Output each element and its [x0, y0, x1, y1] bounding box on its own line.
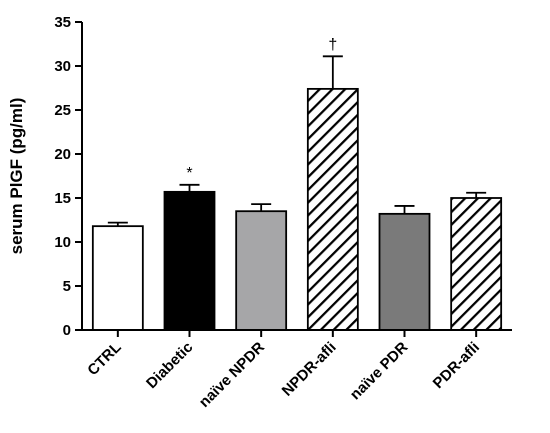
bar	[306, 87, 359, 331]
y-tick-label: 20	[54, 146, 71, 163]
y-tick-label: 0	[63, 322, 71, 339]
category-label: CTRL	[84, 339, 124, 379]
category-label: NPDR-afli	[279, 339, 340, 400]
y-tick-label: 35	[54, 14, 71, 31]
bar	[91, 225, 144, 331]
bar	[450, 197, 503, 331]
y-tick-label: 30	[54, 58, 71, 75]
bar	[163, 190, 216, 331]
bar	[235, 210, 288, 331]
category-label: PDR-afli	[430, 339, 483, 392]
y-tick-label: 15	[54, 190, 71, 207]
significance-marker: †	[328, 36, 337, 53]
y-tick-label: 25	[54, 102, 71, 119]
y-axis-title: serum PlGF (pg/ml)	[7, 98, 26, 255]
y-tick-label: 5	[63, 278, 71, 295]
significance-marker: *	[186, 165, 192, 182]
category-label: Diabetic	[143, 339, 196, 392]
y-tick-label: 10	[54, 234, 71, 251]
category-label: naïve PDR	[347, 339, 412, 404]
category-label: naïve NPDR	[196, 339, 268, 411]
bar	[378, 212, 431, 331]
